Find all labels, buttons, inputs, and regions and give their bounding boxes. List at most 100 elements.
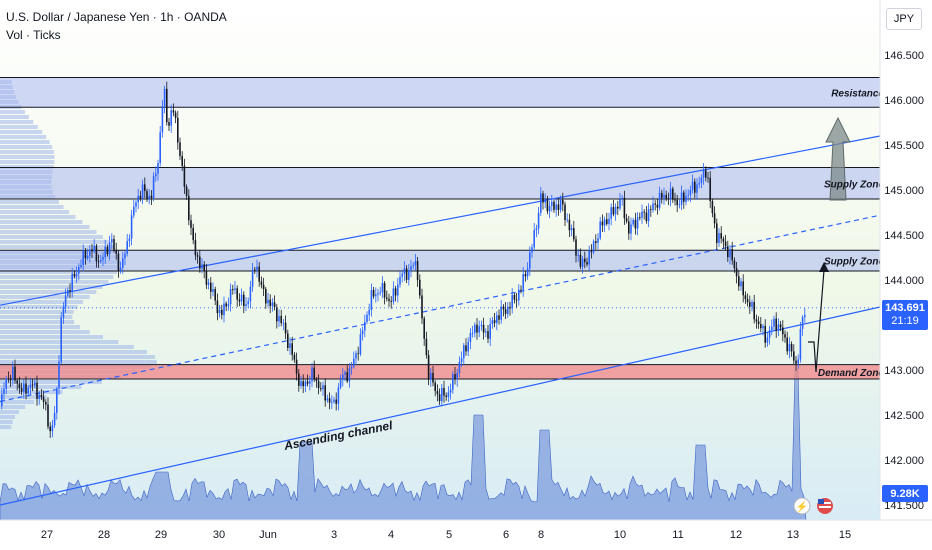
candle-body	[322, 385, 324, 390]
candle-body	[139, 195, 142, 199]
candle-body	[95, 245, 98, 262]
candle-body	[346, 372, 348, 382]
candle-body	[137, 195, 139, 203]
candle-body	[124, 253, 126, 259]
candle-body	[713, 213, 716, 224]
x-tick-label: 30	[213, 529, 225, 541]
candle-body	[18, 383, 21, 389]
candle-body	[586, 262, 588, 265]
x-tick-label: Jun	[259, 529, 277, 541]
candle-body	[546, 200, 549, 212]
candle-body	[313, 367, 315, 380]
x-tick-label: 13	[787, 529, 799, 541]
x-tick-label: 15	[839, 529, 851, 541]
candle-body	[531, 247, 533, 253]
y-tick-label: 141.500	[884, 500, 924, 512]
candle-body	[71, 274, 73, 292]
candle-body	[379, 292, 381, 294]
y-tick-label: 142.000	[884, 455, 924, 467]
zone-label: Resistance	[831, 88, 884, 99]
volume-profile-bar	[0, 140, 50, 144]
channel-mid-line	[0, 214, 881, 403]
candle-body	[724, 241, 727, 247]
candle-body	[53, 412, 56, 426]
candle-body	[742, 281, 744, 296]
candle-body	[179, 142, 181, 157]
candle-body	[793, 351, 795, 361]
candle-body	[7, 378, 10, 380]
candle-body	[201, 264, 203, 269]
candle-body	[738, 276, 740, 287]
candle-body	[610, 207, 612, 219]
candle-body	[636, 217, 639, 229]
candle-body	[108, 242, 111, 255]
candle-body	[625, 218, 628, 222]
candle-body	[709, 177, 711, 202]
candle-body	[315, 379, 318, 381]
volume-profile-bar	[0, 145, 53, 149]
candle-body	[240, 294, 243, 302]
candle-body	[368, 309, 370, 315]
candle-body	[155, 173, 157, 177]
candle-body	[515, 299, 518, 301]
candle-body	[665, 194, 667, 199]
candle-body	[513, 294, 516, 300]
candle-body	[535, 228, 538, 231]
candle-body	[579, 254, 582, 267]
candle-body	[504, 309, 507, 314]
x-tick-label: 27	[41, 529, 53, 541]
candle-body	[207, 282, 210, 285]
candle-body	[606, 219, 608, 224]
candle-body	[588, 250, 590, 265]
candle-body	[755, 319, 758, 322]
candle-body	[419, 279, 421, 296]
candle-body	[51, 425, 54, 432]
candle-body	[443, 388, 445, 396]
candle-body	[49, 426, 51, 432]
candle-body	[760, 324, 762, 329]
candle-body	[674, 199, 676, 201]
candle-body	[463, 345, 465, 359]
y-tick-label: 145.000	[884, 185, 924, 197]
candle-body	[553, 201, 555, 210]
candle-body	[577, 254, 579, 256]
candle-body	[364, 321, 366, 331]
candle-body	[91, 249, 93, 252]
candle-body	[300, 381, 302, 386]
candle-body	[687, 194, 689, 196]
volume-profile-bar	[0, 335, 103, 339]
candle-body	[58, 361, 60, 389]
candle-body	[720, 233, 722, 239]
candle-body	[29, 384, 32, 388]
candle-body	[401, 273, 403, 277]
candle-body	[456, 372, 458, 380]
volume-profile-bar	[0, 210, 70, 214]
volume-profile-bar	[0, 135, 47, 139]
x-tick-label: 6	[503, 529, 509, 541]
candle-body	[146, 191, 148, 199]
candle-body	[608, 218, 610, 224]
candle-body	[689, 189, 692, 195]
zone-2	[0, 250, 880, 271]
candle-body	[757, 321, 760, 325]
candle-body	[73, 274, 76, 277]
volume-profile-bar	[0, 240, 109, 244]
candle-body	[97, 261, 100, 263]
currency-button[interactable]: JPY	[886, 8, 922, 30]
candle-body	[500, 306, 502, 320]
candle-body	[309, 381, 311, 384]
volume-badge: 9.28K	[882, 485, 928, 502]
candle-body	[386, 297, 388, 299]
last-price: 143.691	[885, 302, 925, 314]
candle-body	[289, 343, 291, 348]
y-tick-label: 143.000	[884, 365, 924, 377]
candle-body	[656, 204, 659, 208]
candle-body	[795, 360, 797, 364]
candle-body	[27, 387, 29, 394]
candle-body	[144, 184, 146, 192]
flag-stripe	[819, 502, 831, 504]
candle-body	[157, 163, 159, 174]
candle-body	[20, 388, 23, 392]
candle-body	[727, 246, 729, 258]
